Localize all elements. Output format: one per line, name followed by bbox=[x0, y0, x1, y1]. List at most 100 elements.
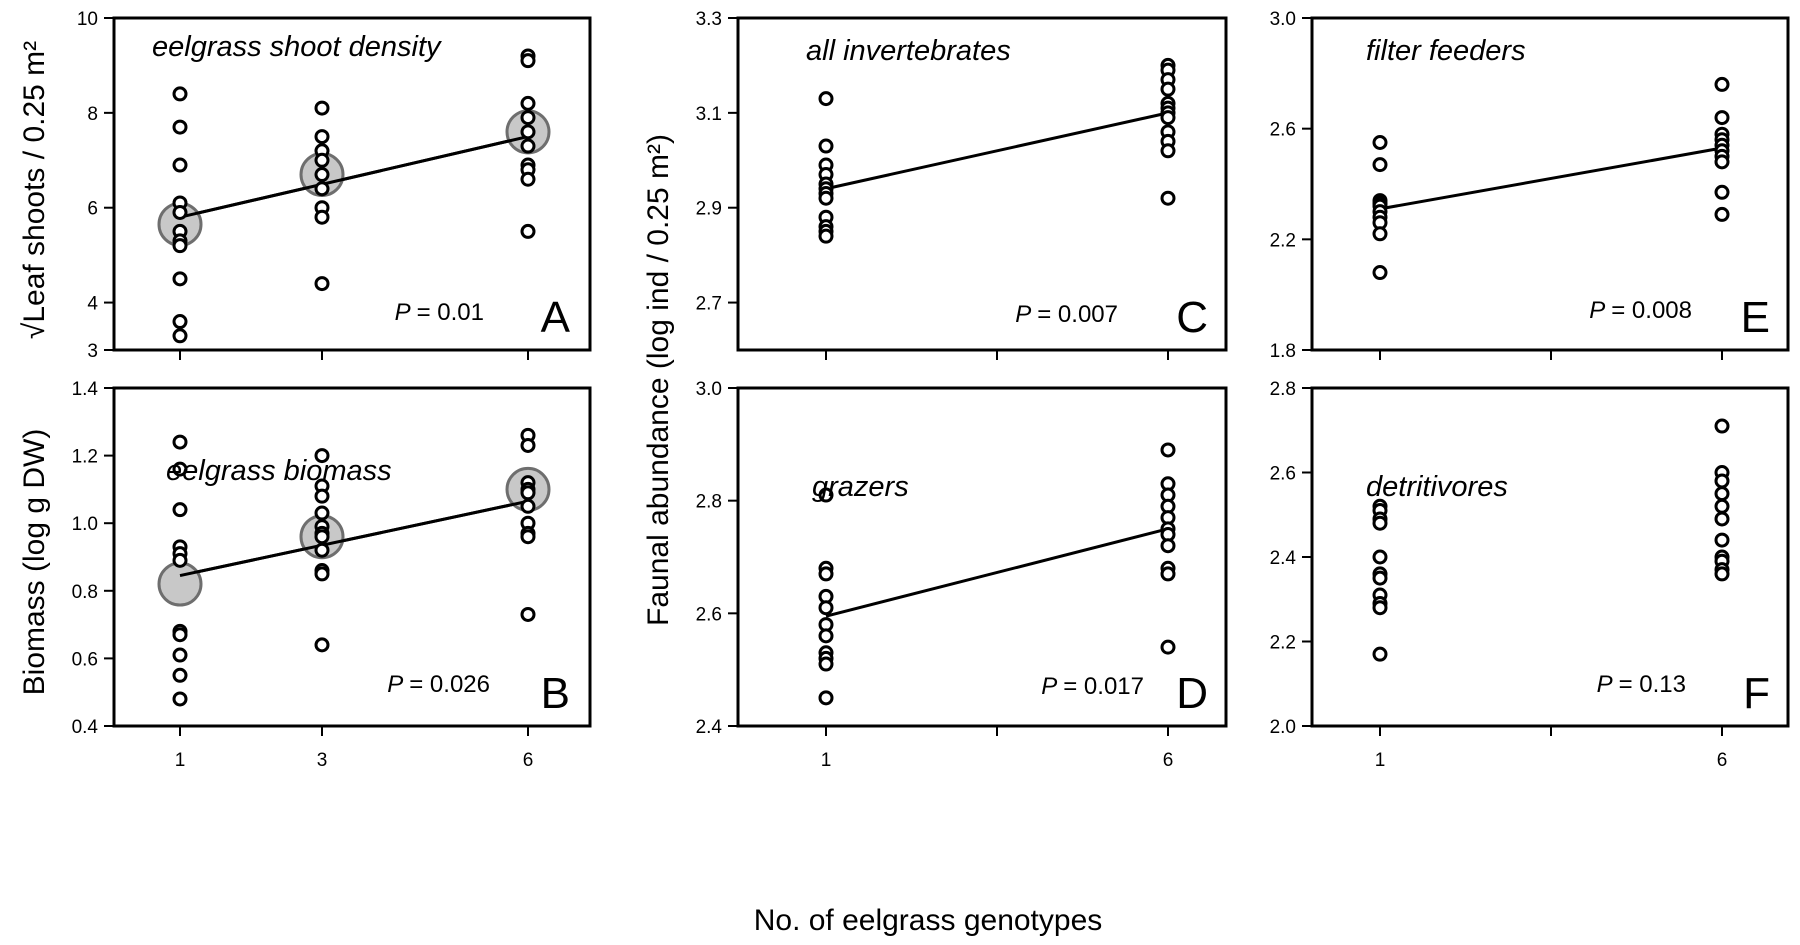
data-point bbox=[818, 138, 834, 154]
data-point bbox=[520, 498, 536, 514]
panel-letter: C bbox=[1176, 293, 1208, 342]
data-point bbox=[172, 461, 188, 477]
y-tick-label: 2.6 bbox=[1270, 120, 1296, 141]
y-tick-label: 2.2 bbox=[1270, 230, 1296, 251]
data-point bbox=[172, 434, 188, 450]
data-point bbox=[1714, 498, 1730, 514]
data-point bbox=[172, 691, 188, 707]
y-tick-label: 4 bbox=[87, 294, 98, 315]
data-point bbox=[818, 566, 834, 582]
data-point bbox=[172, 204, 188, 220]
data-point bbox=[314, 100, 330, 116]
data-point bbox=[1372, 135, 1388, 150]
panel-letter: E bbox=[1741, 293, 1770, 342]
mean-point bbox=[157, 561, 203, 607]
data-point bbox=[1714, 206, 1730, 222]
data-point bbox=[1372, 515, 1388, 531]
x-tick-label: 1 bbox=[175, 750, 186, 771]
panel-f: 2.0 2.2 2.4 2.6 2.8 1 6 detritivores P = 0.13 F bbox=[1270, 379, 1790, 771]
data-point bbox=[1714, 184, 1730, 200]
regression-line-overlay bbox=[179, 135, 529, 219]
data-point bbox=[1714, 418, 1730, 434]
y-tick-label: 2.6 bbox=[696, 604, 722, 625]
panel-letter: D bbox=[1176, 669, 1208, 718]
data-point bbox=[1160, 143, 1176, 159]
data-point bbox=[520, 171, 536, 187]
data-point bbox=[520, 437, 536, 453]
panel-frame bbox=[112, 16, 592, 352]
p-value-number: = 0.13 bbox=[1619, 671, 1686, 698]
data-point bbox=[1372, 157, 1388, 173]
regression-line bbox=[1379, 146, 1723, 211]
data-point bbox=[1372, 549, 1388, 565]
p-value: P = 0.026 bbox=[387, 671, 490, 698]
x-tick-label: 6 bbox=[1163, 750, 1174, 771]
p-value-number: = 0.026 bbox=[409, 671, 490, 698]
data-point bbox=[314, 505, 330, 521]
data-point bbox=[314, 448, 330, 464]
y-tick-label: 2.4 bbox=[696, 717, 723, 738]
data-point bbox=[1714, 110, 1730, 126]
data-point bbox=[172, 627, 188, 643]
data-point bbox=[520, 110, 536, 126]
panel-frame bbox=[112, 386, 592, 728]
p-value: P = 0.13 bbox=[1597, 671, 1686, 698]
data-point bbox=[314, 566, 330, 582]
data-point bbox=[520, 53, 536, 69]
p-value-symbol: P bbox=[1015, 301, 1031, 328]
y-tick-label: 0.6 bbox=[72, 649, 98, 670]
panel-frame bbox=[736, 16, 1228, 352]
data-point bbox=[1160, 190, 1176, 206]
data-point bbox=[1372, 600, 1388, 616]
data-point bbox=[314, 529, 330, 545]
data-point bbox=[1714, 76, 1730, 92]
data-point bbox=[1372, 570, 1388, 586]
panel-title: filter feeders bbox=[1366, 35, 1526, 67]
data-point bbox=[520, 223, 536, 239]
panel-letter: F bbox=[1743, 669, 1770, 718]
panel-b: 0.4 0.6 0.8 1.0 1.2 1.4 1 3 6 eelgrass biomass P = … bbox=[72, 379, 592, 771]
data-point bbox=[172, 86, 188, 102]
data-point bbox=[1160, 442, 1176, 458]
p-value-symbol: P bbox=[1041, 673, 1057, 700]
panel-e: 1.8 2.2 2.6 3.0 filter feeders P = 0.008 E bbox=[1270, 9, 1790, 362]
data-point bbox=[172, 238, 188, 254]
y-axis-label-faunal-group: Faunal abundance (log ind / 0.25 m²) bbox=[642, 134, 675, 626]
p-value-symbol: P bbox=[1589, 297, 1605, 324]
x-tick-label: 3 bbox=[317, 750, 328, 771]
p-value: P = 0.01 bbox=[395, 299, 484, 326]
data-point bbox=[1372, 265, 1388, 281]
data-point bbox=[818, 656, 834, 672]
y-tick-label: 0.4 bbox=[72, 717, 99, 738]
regression-line-overlay bbox=[179, 499, 529, 578]
y-axis-label-faunal: Faunal abundance (log ind / 0.25 m²) bbox=[642, 134, 675, 626]
y-tick-label: 6 bbox=[87, 199, 98, 220]
panel-title: eelgrass shoot density bbox=[152, 31, 442, 63]
y-axis-label-biomass: Biomass (log g DW) bbox=[18, 429, 51, 696]
panel-title: all invertebrates bbox=[806, 35, 1011, 67]
data-point bbox=[1714, 473, 1730, 489]
y-tick-label: 2.9 bbox=[696, 199, 722, 220]
data-point bbox=[1160, 566, 1176, 582]
data-point bbox=[314, 276, 330, 292]
data-point bbox=[172, 157, 188, 173]
y-tick-label: 1.2 bbox=[72, 447, 98, 468]
data-point bbox=[172, 667, 188, 683]
y-tick-label: 2.4 bbox=[1270, 548, 1297, 569]
data-point bbox=[520, 138, 536, 154]
data-point bbox=[1372, 646, 1388, 662]
panel-d: 2.4 2.6 2.8 3.0 1 6 grazers P = 0.017 D bbox=[696, 379, 1228, 771]
data-point bbox=[314, 542, 330, 558]
data-point bbox=[172, 647, 188, 663]
data-point bbox=[314, 209, 330, 225]
data-point bbox=[818, 190, 834, 206]
data-point bbox=[1714, 532, 1730, 548]
data-point bbox=[314, 181, 330, 197]
p-value-number: = 0.01 bbox=[417, 299, 484, 326]
data-point bbox=[172, 502, 188, 518]
p-value-symbol: P bbox=[1597, 671, 1613, 698]
regression-line bbox=[825, 111, 1169, 191]
p-value-symbol: P bbox=[395, 299, 411, 326]
